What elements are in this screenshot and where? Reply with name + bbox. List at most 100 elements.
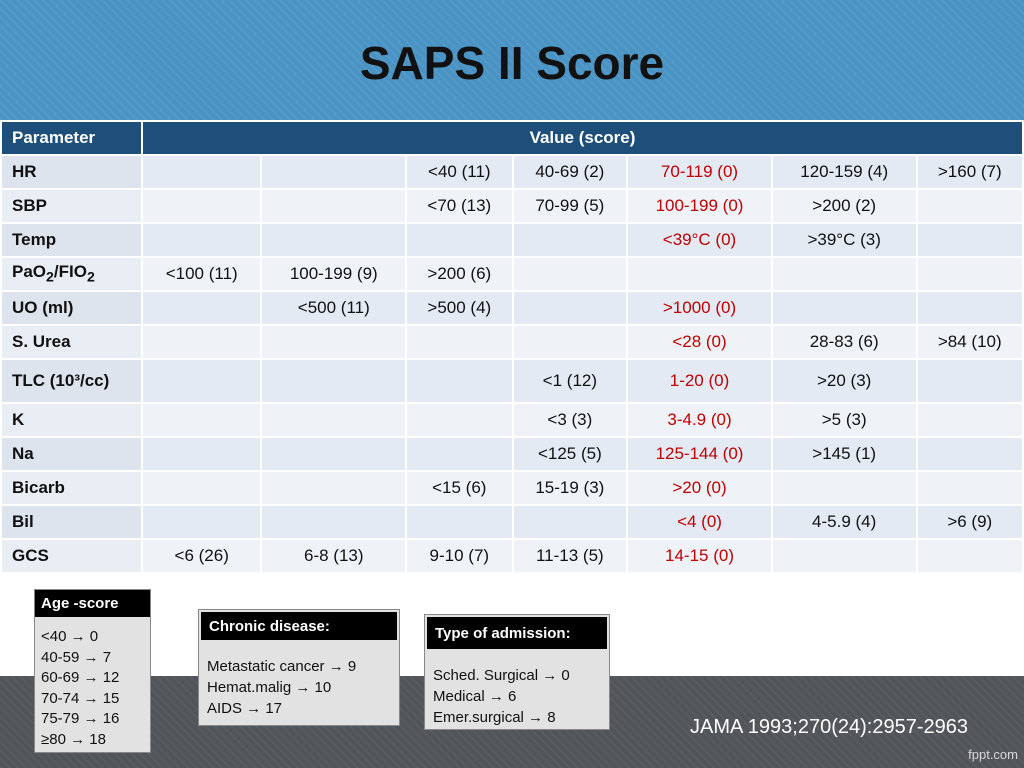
citation-text: JAMA 1993;270(24):2957-2963 — [690, 716, 968, 738]
table-cell — [772, 258, 916, 290]
chronic-disease-box: Chronic disease: Metastatic cancer → 9 H… — [198, 609, 400, 726]
table-cell: >5 (3) — [772, 404, 916, 436]
table-cell — [143, 190, 261, 222]
normal-range-cell: 125-144 (0) — [628, 438, 771, 470]
table-row: SBP <70 (13) 70-99 (5) 100-199 (0) >200 … — [2, 190, 1022, 222]
table-cell — [143, 156, 261, 188]
table-cell — [143, 224, 261, 256]
table-cell — [143, 438, 261, 470]
table-cell: >84 (10) — [917, 326, 1022, 358]
row-label-pao2-fio2: PaO2/FIO2 — [2, 258, 141, 290]
normal-range-cell: 1-20 (0) — [628, 360, 771, 402]
parameter-header: Parameter — [2, 122, 141, 154]
table-cell — [513, 224, 627, 256]
table-cell — [513, 506, 627, 538]
table-cell: <125 (5) — [513, 438, 627, 470]
table-cell: >200 (6) — [407, 258, 512, 290]
table-cell — [143, 404, 261, 436]
table-cell — [262, 404, 406, 436]
table-row: Na <125 (5) 125-144 (0) >145 (1) — [2, 438, 1022, 470]
table-cell: 15-19 (3) — [513, 472, 627, 504]
table-cell — [262, 472, 406, 504]
table-cell — [917, 190, 1022, 222]
row-label-gcs: GCS — [2, 540, 141, 572]
table-cell: >20 (3) — [772, 360, 916, 402]
table-row: Temp <39°C (0) >39°C (3) — [2, 224, 1022, 256]
table-cell — [407, 326, 512, 358]
table-cell: >160 (7) — [917, 156, 1022, 188]
table-cell — [917, 360, 1022, 402]
table-row: HR <40 (11) 40-69 (2) 70-119 (0) 120-159… — [2, 156, 1022, 188]
table-cell: 9-10 (7) — [407, 540, 512, 572]
list-item: 40-59 → 7 — [41, 648, 112, 666]
table-row: S. Urea <28 (0) 28-83 (6) >84 (10) — [2, 326, 1022, 358]
row-label-k: K — [2, 404, 141, 436]
table-cell — [143, 292, 261, 324]
table-row: Bicarb <15 (6) 15-19 (3) >20 (0) — [2, 472, 1022, 504]
age-score-box: Age -score <40 → 0 40-59 → 7 60-69 → 12 … — [34, 589, 151, 753]
table-row: Bil <4 (0) 4-5.9 (4) >6 (9) — [2, 506, 1022, 538]
normal-range-cell: >20 (0) — [628, 472, 771, 504]
table-cell — [513, 292, 627, 324]
table-cell — [407, 360, 512, 402]
table-cell — [262, 224, 406, 256]
table-cell: <500 (11) — [262, 292, 406, 324]
row-label-temp: Temp — [2, 224, 141, 256]
table-cell — [917, 438, 1022, 470]
normal-range-cell: >1000 (0) — [628, 292, 771, 324]
table-cell — [262, 360, 406, 402]
table-cell — [262, 156, 406, 188]
table-row: TLC (10³/cc) <1 (12) 1-20 (0) >20 (3) — [2, 360, 1022, 402]
table-cell: 11-13 (5) — [513, 540, 627, 572]
normal-range-cell: 14-15 (0) — [628, 540, 771, 572]
chronic-disease-list: Metastatic cancer → 9 Hemat.malig → 10 A… — [199, 642, 399, 725]
table-cell: 40-69 (2) — [513, 156, 627, 188]
table-row: GCS <6 (26) 6-8 (13) 9-10 (7) 11-13 (5) … — [2, 540, 1022, 572]
admission-type-list: Sched. Surgical → 0 Medical → 6 Emer.sur… — [425, 651, 609, 734]
table-cell: 6-8 (13) — [262, 540, 406, 572]
table-cell: >6 (9) — [917, 506, 1022, 538]
normal-range-cell: 3-4.9 (0) — [628, 404, 771, 436]
row-label-na: Na — [2, 438, 141, 470]
table-cell — [407, 438, 512, 470]
table-cell — [772, 472, 916, 504]
table-cell — [262, 506, 406, 538]
table-cell — [262, 190, 406, 222]
row-label-sbp: SBP — [2, 190, 141, 222]
table-cell — [772, 540, 916, 572]
table-cell: >200 (2) — [772, 190, 916, 222]
table-cell — [628, 258, 771, 290]
normal-range-cell: <4 (0) — [628, 506, 771, 538]
table-row: PaO2/FIO2 <100 (11) 100-199 (9) >200 (6) — [2, 258, 1022, 290]
list-item: <40 → 0 — [41, 628, 99, 645]
table-cell — [917, 258, 1022, 290]
value-header: Value (score) — [143, 122, 1022, 154]
normal-range-cell: <28 (0) — [628, 326, 771, 358]
list-item: Emer.surgical → 8 — [433, 709, 556, 726]
normal-range-cell: <39°C (0) — [628, 224, 771, 256]
table-cell: 28-83 (6) — [772, 326, 916, 358]
table-cell — [262, 438, 406, 470]
list-item: Medical → 6 — [433, 688, 517, 705]
table-cell: <100 (11) — [143, 258, 261, 290]
table-cell: <40 (11) — [407, 156, 512, 188]
table-cell — [407, 506, 512, 538]
table-cell — [407, 224, 512, 256]
age-score-title: Age -score — [35, 590, 150, 617]
normal-range-cell: 70-119 (0) — [628, 156, 771, 188]
chronic-disease-title: Chronic disease: — [201, 612, 397, 640]
table-cell — [917, 404, 1022, 436]
table-cell — [407, 404, 512, 436]
list-item: 75-79 → 16 — [41, 710, 120, 727]
table-cell: >39°C (3) — [772, 224, 916, 256]
saps-table: Parameter Value (score) HR <40 (11) 40-6… — [0, 120, 1024, 574]
table-cell: <1 (12) — [513, 360, 627, 402]
table-cell — [262, 326, 406, 358]
table-cell — [917, 224, 1022, 256]
table-cell — [513, 258, 627, 290]
list-item: ≥80 → 18 — [41, 730, 106, 748]
table-cell — [917, 472, 1022, 504]
table-cell: 100-199 (9) — [262, 258, 406, 290]
table-row: UO (ml) <500 (11) >500 (4) >1000 (0) — [2, 292, 1022, 324]
row-label-tlc: TLC (10³/cc) — [2, 360, 141, 402]
